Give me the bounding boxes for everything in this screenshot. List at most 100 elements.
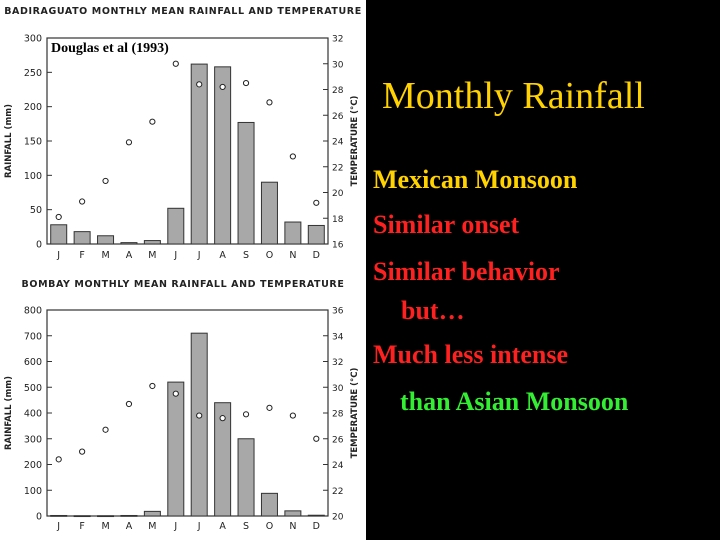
temperature-point <box>172 390 179 397</box>
month-label: A <box>219 250 226 261</box>
y2-tick-label: 20 <box>332 513 344 523</box>
rainfall-bar <box>50 514 68 517</box>
temperature-point <box>79 198 86 205</box>
y-tick-label: 250 <box>24 68 42 79</box>
month-label: O <box>266 521 273 532</box>
month-label: M <box>101 521 109 532</box>
rainfall-bar <box>97 235 115 245</box>
temperature-point <box>219 415 226 422</box>
rainfall-bar <box>167 207 185 245</box>
y2-tick-label: 16 <box>332 241 344 251</box>
month-label: A <box>126 250 133 261</box>
y-tick-label: 0 <box>36 512 42 523</box>
temperature-point <box>289 153 296 160</box>
y2-tick-label: 32 <box>332 358 343 368</box>
bullet-mexican-monsoon: Mexican Monsoon <box>373 165 578 194</box>
y2-tick-label: 24 <box>332 461 344 471</box>
y2-axis-label: TEMPERATURE (°C) <box>350 95 360 186</box>
temperature-point <box>266 99 273 106</box>
y-tick-label: 500 <box>24 383 42 394</box>
month-label: M <box>148 250 156 261</box>
y-tick-label: 50 <box>30 205 42 216</box>
temperature-point <box>125 139 133 146</box>
y2-tick-label: 28 <box>332 86 344 96</box>
temperature-point <box>313 435 320 442</box>
citation-label: Douglas et al (1993) <box>51 41 169 56</box>
temperature-point <box>242 79 250 87</box>
y-tick-label: 100 <box>24 486 42 497</box>
y2-tick-label: 32 <box>332 35 343 45</box>
temperature-point <box>149 118 156 125</box>
chart-bombay: 0 100 200 300 400 500 600 700 800 20 22 24 26 28 30 32 3… <box>4 306 360 533</box>
y-tick-label: 400 <box>24 409 42 420</box>
y-axis-label: RAINFALL (mm) <box>4 376 14 450</box>
temperature-point <box>219 83 226 91</box>
rainfall-bar <box>237 438 255 517</box>
y2-tick-label: 28 <box>332 410 344 420</box>
month-label: J <box>173 250 177 261</box>
temperature-point <box>289 412 296 419</box>
rainfall-bar <box>214 66 232 245</box>
y2-tick-label: 20 <box>332 189 344 199</box>
month-label: F <box>79 250 84 261</box>
y2-tick-label: 26 <box>332 435 344 445</box>
y-axis-label: RAINFALL (mm) <box>4 104 14 178</box>
bullet-than-asian: than Asian Monsoon <box>400 387 629 416</box>
rainfall-bar <box>120 514 138 517</box>
rainfall-bar <box>120 242 138 245</box>
temperature-point <box>102 426 109 433</box>
rainfall-bar <box>190 332 208 517</box>
rainfall-bar <box>307 224 325 245</box>
month-label: J <box>197 521 201 532</box>
month-label: O <box>266 250 273 261</box>
temperature-point <box>55 456 62 463</box>
bullet-similar-onset: Similar onset <box>373 210 520 239</box>
y-tick-label: 700 <box>24 331 42 342</box>
y-tick-label: 100 <box>24 171 42 182</box>
y2-tick-label: 22 <box>332 487 343 497</box>
month-label: J <box>56 521 60 532</box>
y2-tick-label: 24 <box>332 138 344 148</box>
rainfall-bar <box>50 224 68 245</box>
month-label: J <box>197 250 201 261</box>
rainfall-bar <box>284 510 302 517</box>
month-label: S <box>243 250 249 261</box>
temperature-point <box>313 199 320 206</box>
y2-tick-label: 36 <box>332 307 344 317</box>
month-label: J <box>56 250 60 261</box>
rainfall-bar <box>73 515 91 518</box>
month-label: F <box>79 521 84 532</box>
y-tick-label: 200 <box>24 102 42 113</box>
y2-axis-label: TEMPERATURE (°C) <box>350 367 360 458</box>
rainfall-bar <box>190 63 208 245</box>
rainfall-bar <box>143 510 161 517</box>
month-label: J <box>173 521 177 532</box>
y-tick-label: 0 <box>36 240 42 251</box>
rainfall-bar <box>260 181 278 245</box>
y-tick-label: 300 <box>24 434 42 445</box>
bullet-similar-behavior: Similar behavior <box>373 257 560 286</box>
y2-tick-label: 34 <box>332 332 344 342</box>
month-label: A <box>219 521 226 532</box>
plot-frame <box>46 37 329 245</box>
bullet-but: but… <box>401 296 465 325</box>
rainfall-bar <box>97 515 115 518</box>
charts-panel: BADIRAGUATO MONTHLY MEAN RAINFALL AND TE… <box>0 0 366 540</box>
y-tick-label: 800 <box>24 306 42 317</box>
rainfall-bar <box>307 514 325 517</box>
temperature-point <box>242 411 250 418</box>
chart-badiraguato: 0 50 100 150 200 250 300 16 18 20 22 24 26 28 30 32 RAIN… <box>4 34 360 262</box>
month-label: S <box>243 521 249 532</box>
y-tick-label: 600 <box>24 357 42 368</box>
rainfall-bar <box>214 402 232 517</box>
rainfall-bar <box>73 231 91 245</box>
rainfall-bar <box>167 381 185 517</box>
bullet-less-intense: Much less intense <box>373 340 568 369</box>
chart2-title: BOMBAY MONTHLY MEAN RAINFALL AND TEMPERA… <box>21 279 345 290</box>
month-label: M <box>101 250 109 261</box>
y-tick-label: 300 <box>24 34 42 45</box>
temperature-point <box>79 448 86 455</box>
month-label: N <box>289 250 296 261</box>
temperature-point <box>196 81 203 88</box>
temperature-point <box>125 400 133 408</box>
